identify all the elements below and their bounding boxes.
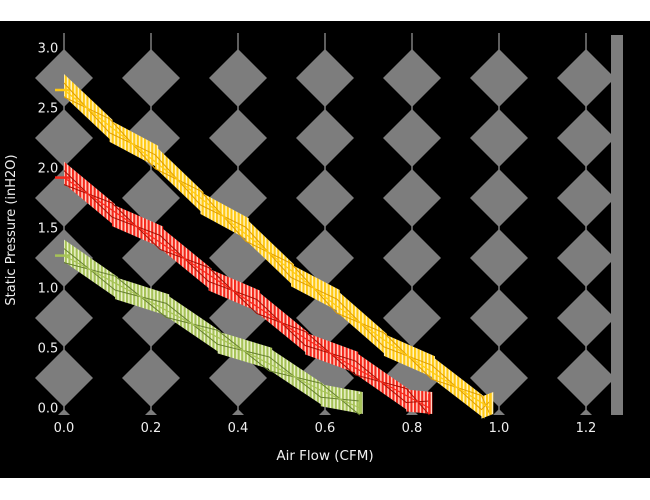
gridline-diamond	[557, 169, 615, 227]
gridline-diamond	[470, 109, 528, 167]
series-green-center-line	[63, 255, 361, 409]
y-tick-label: 2.0	[38, 162, 59, 177]
y-tick-label: 1.5	[38, 222, 59, 237]
series-gold-center-line	[63, 89, 491, 409]
series-gold-ribbon-segment	[155, 145, 204, 214]
gridline-diamond	[470, 289, 528, 347]
gridlines-diamond-chains	[35, 33, 615, 415]
y-tick-labels: 3.0 2.5 2.0 1.5 1.0 0.5 0.0	[38, 42, 59, 417]
series-gold-ribbon-segment	[64, 74, 113, 142]
gridline-diamond	[35, 109, 93, 167]
gridline-diamond	[122, 49, 180, 107]
gridline-diamond	[209, 49, 267, 107]
gridline-diamond	[470, 169, 528, 227]
gridline-diamond	[383, 49, 441, 107]
series-green-edge-line	[63, 262, 361, 416]
gridline-diamond	[557, 289, 615, 347]
gridline-diamond	[470, 229, 528, 287]
gridline-diamond	[58, 409, 70, 415]
series-red-ribbon	[55, 161, 433, 416]
series-red-ribbon-segment	[64, 161, 116, 227]
gridline-diamond	[557, 49, 615, 107]
x-axis-title: Air Flow (CFM)	[276, 448, 373, 464]
gridline-diamond	[557, 349, 615, 407]
gridline-diamond	[580, 409, 592, 415]
right-spine	[611, 35, 623, 415]
data-series-ribbons	[55, 74, 494, 419]
gridline-diamond	[209, 109, 267, 167]
gridline-diamond	[122, 349, 180, 407]
series-red-edge-line	[63, 184, 430, 416]
gridline-diamond	[557, 109, 615, 167]
x-tick-label: 0.0	[54, 421, 75, 436]
gridline-diamond	[383, 289, 441, 347]
x-tick-labels: 0.0 0.2 0.4 0.6 0.8 1.0 1.2	[54, 421, 597, 436]
gridline-diamond	[383, 109, 441, 167]
x-tick-label: 0.4	[228, 421, 249, 436]
gridline-diamond	[145, 409, 157, 415]
gridline-diamond	[296, 109, 354, 167]
series-red-edge-line	[63, 170, 430, 403]
y-tick-label: 2.5	[38, 102, 59, 117]
gridline-diamond	[557, 229, 615, 287]
y-tick-label: 3.0	[38, 42, 59, 57]
y-tick-label: 1.0	[38, 282, 59, 297]
gridline-diamond	[383, 169, 441, 227]
gridline-diamond	[296, 169, 354, 227]
x-tick-label: 1.2	[576, 421, 597, 436]
gridline-diamond	[319, 409, 331, 415]
series-gold-edge-line	[63, 82, 491, 411]
series-green-edge-line	[63, 248, 360, 402]
series-gold-ribbon	[55, 74, 494, 419]
y-tick-label: 0.0	[38, 402, 59, 417]
gridline-diamond	[383, 229, 441, 287]
series-red-center-line	[63, 177, 430, 409]
gridline-diamond	[35, 289, 93, 347]
x-tick-label: 0.8	[402, 421, 423, 436]
series-green-ribbon	[55, 239, 363, 416]
x-tick-label: 0.2	[141, 421, 162, 436]
gridline-diamond	[296, 229, 354, 287]
series-gold-ribbon-segment	[336, 290, 387, 356]
x-tick-label: 0.6	[315, 421, 336, 436]
right-spine-bar	[611, 35, 623, 415]
gridline-diamond	[493, 409, 505, 415]
series-red-ribbon-segment	[160, 226, 212, 291]
gridline-diamond	[232, 409, 244, 415]
gridline-diamond	[296, 49, 354, 107]
gridline-diamond	[35, 349, 93, 407]
y-tick-label: 0.5	[38, 342, 59, 357]
series-gold-ribbon-segment	[245, 218, 295, 287]
gridline-diamond	[470, 349, 528, 407]
series-red-ribbon-segment	[256, 290, 309, 355]
series-gold-edge-line	[63, 96, 491, 416]
y-axis-title: Static Pressure (inH2O)	[4, 154, 19, 305]
x-tick-label: 1.0	[489, 421, 510, 436]
gridline-diamond	[470, 49, 528, 107]
gridline-diamond	[122, 169, 180, 227]
